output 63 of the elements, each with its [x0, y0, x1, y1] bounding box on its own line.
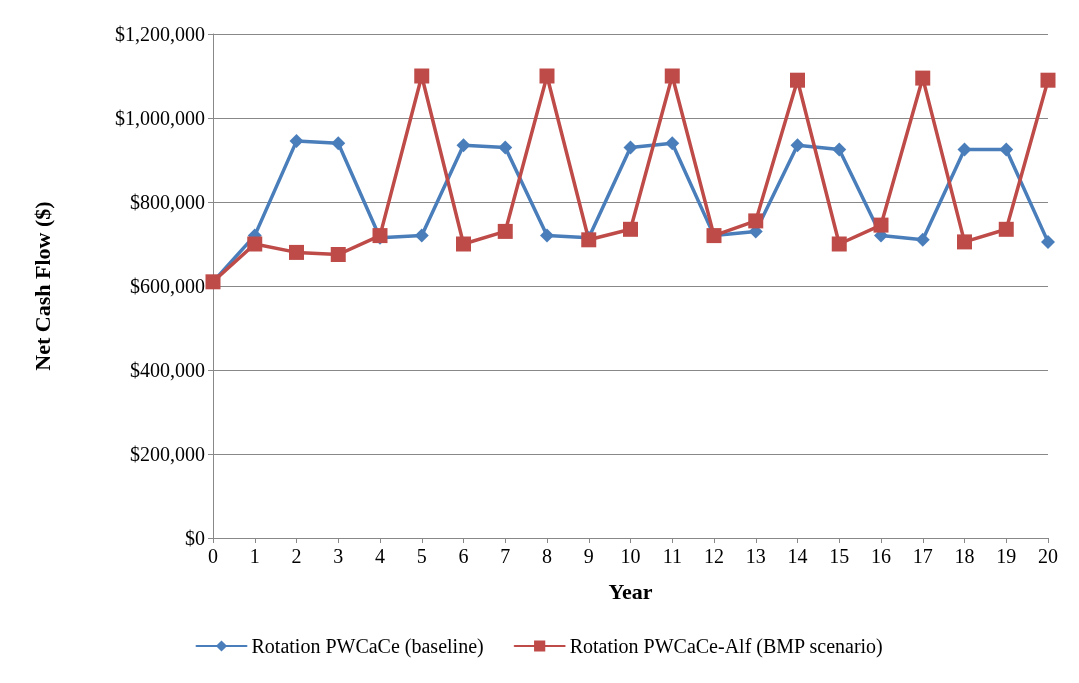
point: [456, 236, 471, 252]
x-tick-label: 12: [704, 545, 724, 567]
x-tick-label: 7: [500, 545, 511, 567]
x-tick-label: 6: [458, 545, 469, 567]
legend-label: Rotation PWCaCe-Alf (BMP scenario): [569, 635, 883, 658]
x-tick-label: 11: [662, 545, 682, 567]
point: [456, 138, 471, 153]
point: [1040, 72, 1056, 88]
point: [623, 140, 638, 155]
point: [665, 136, 680, 151]
x-tick-label: 16: [871, 545, 891, 567]
point: [831, 236, 847, 252]
point: [998, 221, 1014, 237]
point: [664, 68, 680, 84]
x-tick-label: 9: [583, 545, 594, 567]
x-tick-label: 8: [542, 545, 552, 567]
point: [790, 138, 805, 153]
y-axis-title: Net Cash Flow ($): [29, 201, 55, 371]
point: [498, 140, 513, 155]
y-tick-label: $400,000: [130, 359, 205, 381]
x-tick-label: 17: [912, 545, 933, 567]
point: [623, 221, 638, 237]
point: [497, 223, 513, 239]
x-tick-label: 4: [375, 545, 385, 567]
y-tick-label: $200,000: [130, 443, 205, 465]
point: [915, 232, 930, 247]
point: [330, 247, 346, 262]
x-tick-label: 5: [416, 545, 427, 567]
x-tick-label: 10: [620, 545, 641, 567]
y-tick-label: $1,000,000: [115, 107, 205, 129]
y-tick-label: $1,200,000: [115, 23, 205, 45]
point: [289, 244, 304, 260]
point: [999, 142, 1014, 157]
x-axis-title: Year: [608, 578, 653, 604]
x-tick-label: 13: [745, 545, 766, 567]
point: [247, 236, 263, 252]
point: [915, 70, 931, 86]
point: [790, 72, 805, 88]
point: [957, 234, 972, 250]
x-tick-label: 2: [291, 545, 302, 567]
x-tick-label: 0: [208, 545, 218, 567]
x-tick-label: 19: [996, 545, 1017, 567]
point: [289, 134, 304, 149]
point: [873, 217, 889, 233]
y-tick-label: $600,000: [130, 275, 205, 297]
point: [748, 213, 764, 229]
point: [331, 136, 346, 151]
point: [957, 142, 972, 157]
x-tick-label: 15: [829, 545, 850, 567]
point: [1041, 234, 1055, 249]
legend-label: Rotation PWCaCe (baseline): [251, 635, 484, 658]
point: [832, 142, 847, 157]
x-tick-label: 1: [249, 545, 260, 567]
point: [414, 68, 430, 84]
x-tick-label: 18: [954, 545, 975, 567]
x-tick-label: 3: [333, 545, 344, 567]
point: [539, 68, 555, 84]
y-tick-label: $0: [185, 527, 205, 549]
point: [540, 228, 554, 243]
point: [414, 228, 429, 243]
y-tick-label: $800,000: [130, 191, 205, 213]
x-tick-label: 14: [787, 545, 808, 567]
x-tick-label: 20: [1038, 545, 1058, 567]
